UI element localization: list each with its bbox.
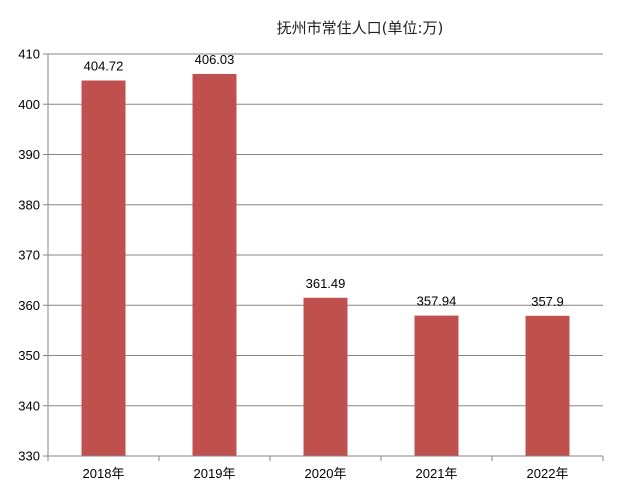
y-tick-label: 370 — [18, 248, 40, 263]
y-tick-label: 350 — [18, 348, 40, 363]
bars — [81, 73, 570, 457]
x-tick-label: 2022年 — [527, 466, 569, 481]
bar — [81, 80, 126, 457]
bar — [414, 315, 459, 456]
y-tick-label: 390 — [18, 147, 40, 162]
x-tick-label: 2020年 — [305, 466, 347, 481]
y-tick-label: 330 — [18, 449, 40, 464]
y-tick-label: 340 — [18, 398, 40, 413]
data-label: 406.03 — [195, 52, 235, 67]
x-tick-label: 2019年 — [194, 466, 236, 481]
y-tick-label: 400 — [18, 97, 40, 112]
bar — [192, 73, 237, 456]
data-label: 404.72 — [84, 59, 124, 74]
bar — [303, 297, 348, 456]
x-tick-label: 2018年 — [83, 466, 125, 481]
y-tick-label: 360 — [18, 298, 40, 313]
bar — [525, 315, 570, 456]
x-axis-ticks: 2018年 2019年 2020年 2021年 2022年 — [47, 456, 604, 481]
y-tick-label: 410 — [18, 47, 40, 62]
data-labels: 404.72 406.03 361.49 357.94 357.9 — [84, 52, 564, 309]
y-axis-ticks: 330 340 350 360 370 380 390 400 410 — [18, 47, 48, 464]
y-tick-label: 380 — [18, 197, 40, 212]
data-label: 361.49 — [306, 276, 346, 291]
data-label: 357.94 — [417, 294, 457, 309]
data-label: 357.9 — [531, 294, 564, 309]
x-tick-label: 2021年 — [416, 466, 458, 481]
chart-title: 抚州市常住人口(单位:万) — [277, 19, 444, 37]
